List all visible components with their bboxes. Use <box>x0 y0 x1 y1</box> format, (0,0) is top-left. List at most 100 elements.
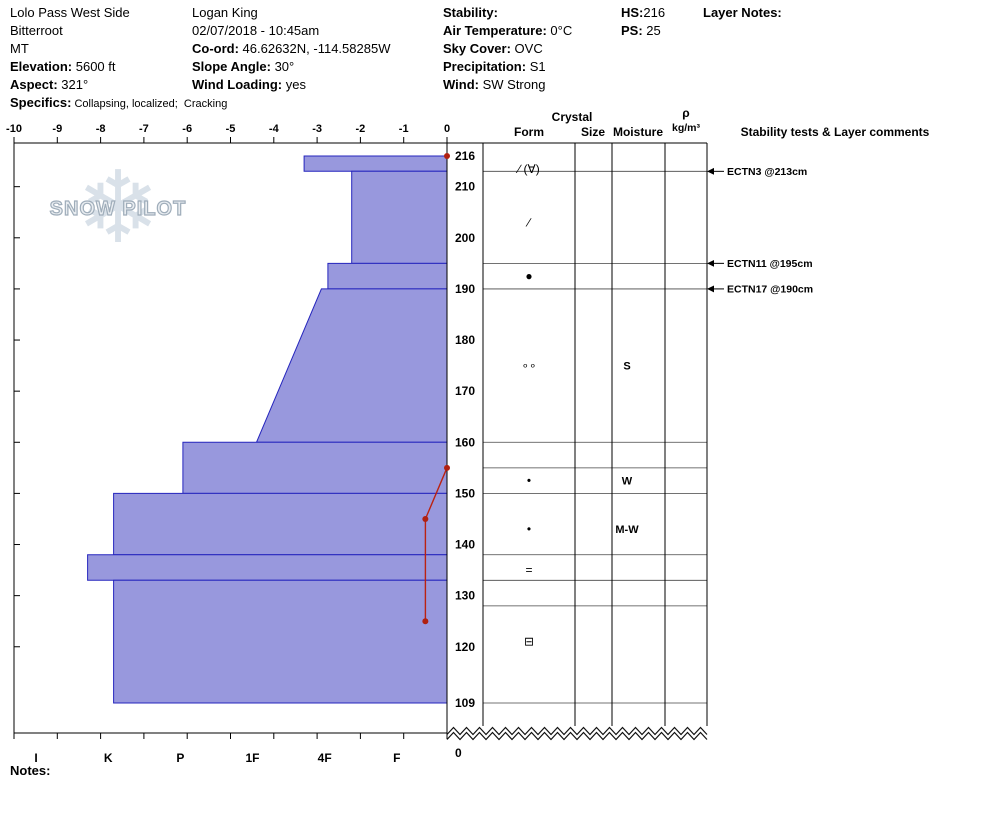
elevation-value: 5600 ft <box>72 59 116 74</box>
stability-test-label: ECTN3 @213cm <box>727 166 807 178</box>
depth-tick-label: 180 <box>455 333 475 347</box>
slope-angle-value: 30° <box>270 59 295 74</box>
hs-label: HS: <box>621 5 644 20</box>
temp-axis-tick-label: -7 <box>139 123 149 135</box>
hardness-category-label: F <box>393 751 400 765</box>
crystal-header: Crystal <box>552 110 593 124</box>
temp-axis-tick-label: -6 <box>182 123 192 135</box>
notes-label: Notes: <box>10 763 51 778</box>
aspect-label: Aspect: <box>10 77 58 92</box>
snow-layer <box>327 262 448 290</box>
sky-cover-value: OVC <box>510 41 543 56</box>
ps-value: 25 <box>642 23 661 38</box>
watermark-text: SNOW PILOT <box>49 197 187 220</box>
snowpilot-watermark: ❄ SNOW PILOT <box>38 158 198 273</box>
site-name: Lolo Pass West Side <box>10 5 130 20</box>
size-header: Size <box>581 125 605 139</box>
ps-label: PS: <box>621 23 643 38</box>
location-block: Lolo Pass West Side Bitterroot MT Elevat… <box>10 4 227 113</box>
grain-form-symbol: ∕ <box>525 215 532 229</box>
snow-layer <box>113 579 448 704</box>
stability-test-arrowhead-icon <box>707 259 714 267</box>
coord-label: Co-ord: <box>192 41 239 56</box>
depth-tick-label: 160 <box>455 435 475 449</box>
stability-test-label: ECTN11 @195cm <box>727 258 813 270</box>
snow-layer <box>113 492 448 556</box>
snowflake-icon: ❄ <box>76 152 160 264</box>
grain-form-symbol: • <box>527 474 531 488</box>
temperature-point <box>444 153 450 159</box>
elevation-label: Elevation: <box>10 59 73 74</box>
air-temp-label: Air Temperature: <box>443 23 547 38</box>
snow-layer <box>87 554 448 581</box>
wind-value: SW Strong <box>478 77 546 92</box>
temp-axis-tick-label: -10 <box>6 123 22 135</box>
stability-label: Stability: <box>443 5 498 20</box>
hardness-category-label: K <box>104 751 113 765</box>
grain-form-symbol: ∕ (∀) <box>515 162 540 176</box>
specifics-label: Specifics: <box>10 95 72 110</box>
hardness-category-label: P <box>176 751 184 765</box>
snow-layer <box>351 170 448 264</box>
depth-tick-label: 140 <box>455 538 475 552</box>
grain-form-symbol: ⊟ <box>524 635 534 649</box>
depth-tick-label: 200 <box>455 231 475 245</box>
coord-value: 46.62632N, -114.58285W <box>238 41 391 56</box>
observer-name: Logan King <box>192 5 258 20</box>
temp-axis-tick-label: -1 <box>399 123 409 135</box>
snow-layer <box>255 288 448 443</box>
grain-form-symbol: • <box>527 522 531 536</box>
precipitation-label: Precipitation: <box>443 59 527 74</box>
temp-axis-tick-label: 0 <box>444 123 450 135</box>
moisture-header: Moisture <box>613 125 663 139</box>
depth-tick-label: 150 <box>455 486 475 500</box>
mountain-range: Bitterroot <box>10 23 63 38</box>
form-header: Form <box>514 125 544 139</box>
specifics-value: Collapsing, localized; Cracking <box>71 98 228 110</box>
hardness-category-label: 4F <box>318 751 332 765</box>
temp-axis-tick-label: -5 <box>226 123 236 135</box>
stability-test-label: ECTN17 @190cm <box>727 283 813 295</box>
state: MT <box>10 41 29 56</box>
hardness-category-label: 1F <box>245 751 259 765</box>
hardness-category-label: I <box>34 751 37 765</box>
layer-notes-label: Layer Notes: <box>703 5 782 20</box>
weather-block: Stability: Air Temperature: 0°C Sky Cove… <box>443 4 572 94</box>
temperature-point <box>422 618 429 625</box>
temp-axis-tick-label: -9 <box>52 123 62 135</box>
layer-notes-block: Layer Notes: <box>703 4 782 22</box>
air-temp-value: 0°C <box>546 23 573 38</box>
depth-tick-label: 120 <box>455 640 475 654</box>
observer-block: Logan King 02/07/2018 - 10:45am Co-ord: … <box>192 4 390 94</box>
scale-break-zigzag <box>446 726 708 736</box>
slope-angle-label: Slope Angle: <box>192 59 271 74</box>
grain-form-symbol: = <box>525 563 532 577</box>
hs-value: 216 <box>643 5 666 20</box>
grain-form-symbol: ● <box>525 269 532 283</box>
aspect-value: 321° <box>57 77 89 92</box>
depth-zero-label: 0 <box>455 746 462 760</box>
temp-axis-tick-label: -3 <box>312 123 322 135</box>
stability-test-arrowhead-icon <box>707 167 714 175</box>
density-unit-header: kg/m³ <box>672 122 701 134</box>
temperature-point <box>422 515 429 522</box>
depth-tick-label: 109 <box>455 696 475 710</box>
stability-test-arrowhead-icon <box>707 285 714 293</box>
wind-loading-value: yes <box>282 77 306 92</box>
depth-tick-label: 216 <box>455 149 475 163</box>
wind-loading-label: Wind Loading: <box>192 77 283 92</box>
depth-tick-label: 210 <box>455 180 475 194</box>
temp-axis-tick-label: -2 <box>356 123 366 135</box>
sky-cover-label: Sky Cover: <box>443 41 511 56</box>
precipitation-value: S1 <box>526 59 546 74</box>
depth-tick-label: 130 <box>455 589 475 603</box>
grain-form-symbol: ∘∘ <box>521 359 536 373</box>
depth-tick-label: 170 <box>455 384 475 398</box>
density-symbol-header: ρ <box>682 106 689 120</box>
moisture-value: M-W <box>615 524 639 536</box>
snow-depth-block: HS:216 PS: 25 <box>621 4 665 40</box>
wind-label: Wind: <box>443 77 479 92</box>
observation-datetime: 02/07/2018 - 10:45am <box>192 23 320 38</box>
snow-layer <box>182 441 448 494</box>
